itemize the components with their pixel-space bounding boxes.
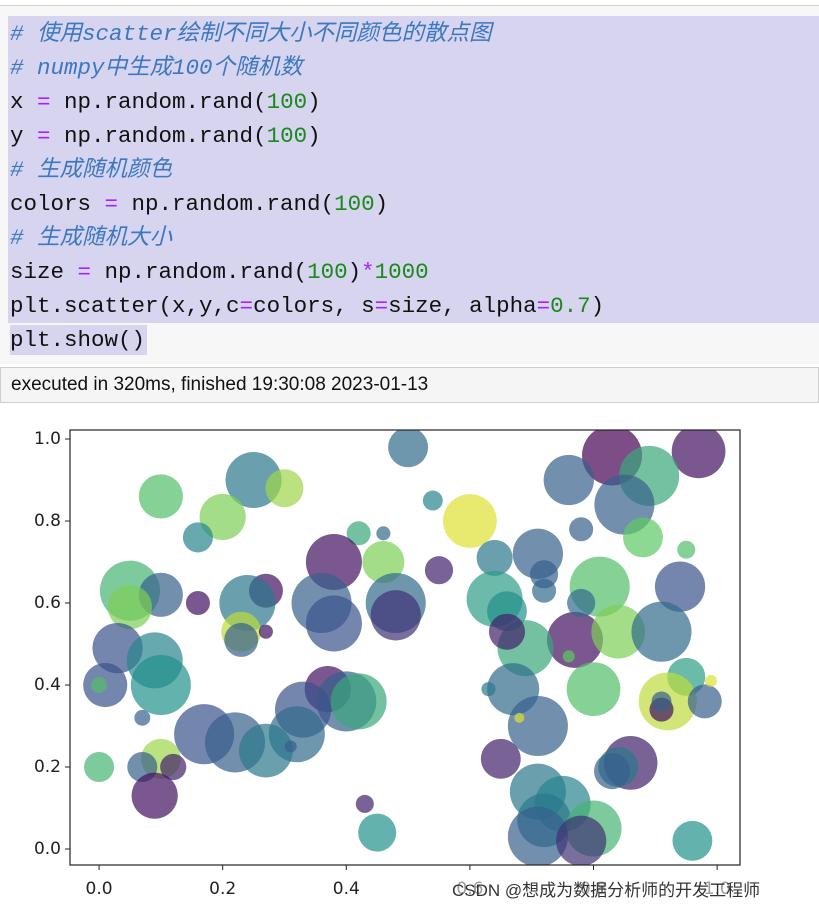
- point: [566, 662, 621, 716]
- point: [507, 695, 568, 757]
- point: [107, 585, 153, 630]
- point: [138, 474, 183, 519]
- point: [134, 709, 151, 726]
- point: [160, 753, 187, 781]
- point: [422, 490, 443, 511]
- point: [182, 522, 213, 553]
- point: [677, 540, 696, 559]
- point: [199, 493, 246, 540]
- code-line: y = np.random.rand(100): [10, 123, 321, 149]
- point: [185, 590, 210, 616]
- point: [305, 595, 362, 652]
- point: [258, 624, 273, 639]
- y-tick-label: 0.0: [34, 839, 61, 859]
- point: [543, 454, 594, 506]
- axes-frame: [69, 429, 741, 866]
- point: [591, 604, 646, 659]
- point: [567, 588, 596, 618]
- point: [388, 430, 429, 468]
- point: [507, 806, 568, 865]
- point: [651, 691, 672, 712]
- execution-text: executed in 320ms, finished 19:30:08 202…: [11, 374, 429, 395]
- point: [569, 517, 594, 542]
- point: [480, 738, 521, 779]
- point: [265, 469, 304, 508]
- point: [594, 753, 631, 790]
- y-tick-label: 0.6: [34, 593, 61, 613]
- point: [556, 815, 607, 865]
- point: [370, 590, 421, 641]
- point: [239, 723, 293, 778]
- point: [424, 556, 454, 585]
- point: [654, 561, 706, 612]
- point: [631, 601, 692, 662]
- x-tick-label: 0.0: [86, 879, 113, 899]
- code-line: # 生成随机颜色: [10, 157, 173, 183]
- point: [687, 684, 722, 719]
- x-tick-label: 0.2: [209, 879, 236, 899]
- point: [672, 820, 713, 861]
- y-tick-label: 1.0: [34, 429, 61, 449]
- point: [224, 622, 259, 657]
- point: [562, 650, 575, 663]
- point: [362, 540, 405, 584]
- point: [529, 560, 559, 589]
- execution-info: executed in 320ms, finished 19:30:08 202…: [0, 367, 819, 403]
- code-line: colors = np.random.rand(100): [10, 191, 389, 217]
- code-cell[interactable]: # 使用scatter绘制不同大小不同颜色的散点图 # numpy中生成100个随…: [0, 5, 819, 364]
- point: [355, 794, 374, 813]
- y-tick-label: 0.4: [34, 675, 61, 695]
- y-tick-label: 0.8: [34, 511, 61, 531]
- point: [284, 740, 297, 753]
- code-line: size = np.random.rand(100)*1000: [10, 259, 429, 285]
- point: [514, 712, 525, 723]
- point: [443, 494, 497, 548]
- point: [623, 517, 663, 558]
- point: [546, 611, 603, 668]
- point: [131, 772, 178, 819]
- point: [84, 751, 115, 783]
- chart: 0.00.20.40.60.81.00.00.20.40.60.81.0: [34, 429, 741, 899]
- code-line: # 生成随机大小: [10, 225, 173, 251]
- point: [488, 613, 526, 650]
- point: [376, 526, 391, 541]
- watermark: CSDN @想成为数据分析师的开发工程师: [452, 876, 761, 901]
- x-tick-label: 0.4: [333, 879, 360, 899]
- code-line: x = np.random.rand(100): [10, 89, 321, 115]
- code-line: # numpy中生成100个随机数: [10, 55, 303, 81]
- y-tick-label: 0.2: [34, 757, 61, 777]
- point: [346, 521, 371, 546]
- point: [671, 430, 726, 479]
- code-line: plt.show(): [10, 325, 148, 355]
- point: [481, 682, 496, 697]
- point: [91, 677, 107, 693]
- point: [130, 654, 191, 716]
- point: [330, 673, 387, 730]
- point: [358, 813, 397, 852]
- selection: [8, 16, 819, 323]
- points: [83, 430, 726, 865]
- code-line: # 使用scatter绘制不同大小不同颜色的散点图: [10, 21, 492, 47]
- code-line: plt.scatter(x,y,c=colors, s=size, alpha=…: [10, 293, 605, 319]
- point: [476, 539, 513, 576]
- point: [704, 674, 717, 687]
